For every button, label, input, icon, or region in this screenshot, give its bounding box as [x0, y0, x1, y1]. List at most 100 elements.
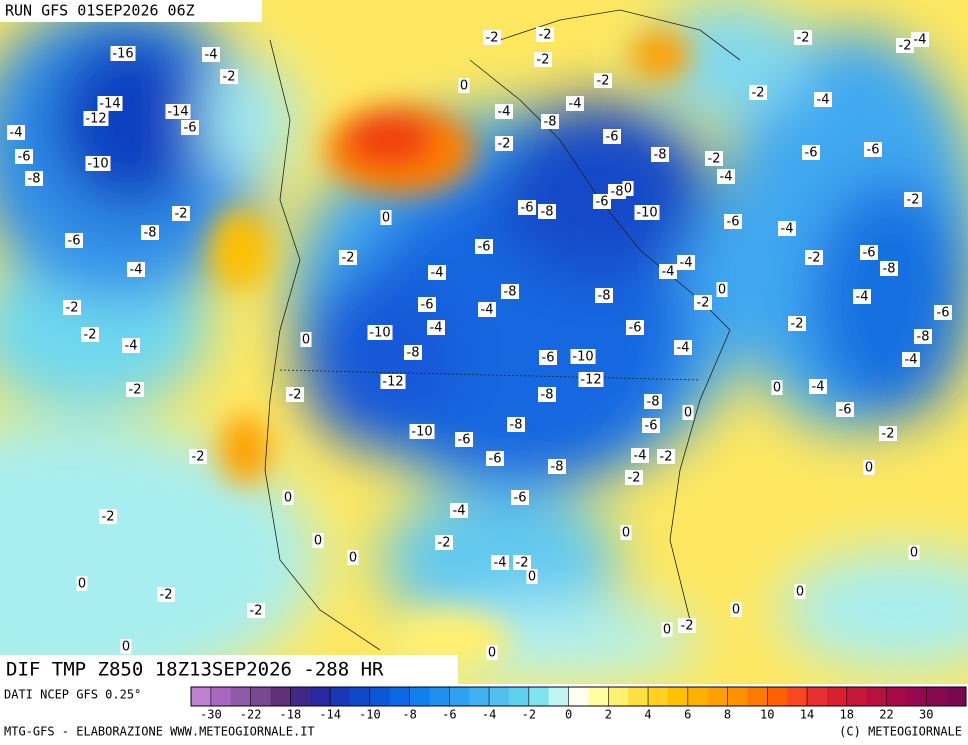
contour-label: -4	[430, 321, 443, 336]
contour-label-box	[682, 405, 694, 420]
contour-label: 0	[718, 283, 726, 298]
contour-label: -6	[596, 195, 609, 210]
colorbar-swatch	[687, 687, 708, 706]
contour-label: 0	[78, 577, 86, 592]
contour-label-box	[863, 460, 875, 475]
contour-label: -6	[521, 201, 534, 216]
contour-label-box	[642, 418, 660, 433]
contour-label-box	[593, 194, 611, 209]
colorbar-swatch	[210, 687, 232, 706]
contour-label-box	[427, 320, 445, 335]
contour-label: -4	[453, 504, 466, 519]
contour-label-box	[570, 349, 596, 364]
contour-label-box	[566, 96, 584, 111]
contour-label-box	[631, 448, 649, 463]
colorbar-swatch	[349, 687, 371, 706]
colorbar-swatch	[250, 687, 271, 706]
contour-label: -2	[791, 317, 804, 332]
colorbar-swatch	[429, 687, 450, 706]
colorbar-swatch	[767, 687, 788, 706]
colorbar-swatch	[866, 687, 887, 706]
colorbar-swatch	[906, 687, 927, 706]
contour-label: -6	[18, 150, 31, 165]
contour-label: -4	[498, 105, 511, 120]
contour-label: -8	[144, 226, 157, 241]
contour-label: 0	[624, 182, 632, 197]
contour-label-box	[312, 533, 324, 548]
colorbar-tick-label: 14	[800, 708, 814, 722]
colorbar-swatch	[747, 687, 768, 706]
colorbar-tick-label: 22	[879, 708, 893, 722]
contour-label-box	[539, 350, 557, 365]
contour-label-box	[794, 584, 806, 599]
colorbar-swatch	[369, 687, 391, 706]
contour-label: -6	[68, 234, 81, 249]
contour-label-box	[286, 387, 304, 402]
contour-label-box	[538, 204, 556, 219]
contour-label: -2	[498, 137, 511, 152]
contour-label: -8	[541, 205, 554, 220]
contour-label-box	[380, 210, 392, 225]
contour-label-box	[644, 394, 662, 409]
temperature-field	[0, 0, 968, 684]
contour-label-box	[282, 490, 294, 505]
colorbar-swatch	[727, 687, 748, 706]
contour-label: -2	[539, 28, 552, 43]
contour-label-box	[578, 372, 604, 387]
contour-label-box	[172, 206, 190, 221]
contour-label: -4	[914, 33, 927, 48]
contour-label: -6	[458, 433, 471, 448]
contour-label-box	[730, 602, 742, 617]
contour-label: -4	[817, 93, 830, 108]
contour-label-box	[548, 459, 566, 474]
contour-label-box	[809, 379, 827, 394]
contour-label: 0	[528, 570, 536, 585]
colorbar-swatch	[707, 687, 728, 706]
colorbar-swatch	[330, 687, 351, 706]
contour-label: -2	[175, 207, 188, 222]
contour-label: -4	[569, 97, 582, 112]
contour-label: -6	[606, 130, 619, 145]
colorbar-tick-label: -2	[522, 708, 536, 722]
data-source: DATI NCEP GFS 0.25°	[4, 688, 141, 702]
contour-label: -6	[478, 240, 491, 255]
colorbar-swatch	[667, 687, 689, 706]
colorbar-tick-label: 30	[919, 708, 933, 722]
contour-label: -2	[628, 471, 641, 486]
contour-label: -4	[205, 48, 218, 63]
contour-label: -8	[611, 185, 624, 200]
contour-label-box	[428, 265, 446, 280]
contour-label-box	[716, 282, 728, 297]
contour-label-box	[853, 289, 871, 304]
colorbar-tick-label: -30	[200, 708, 222, 722]
contour-label: -12	[382, 375, 403, 390]
colorbar-swatch	[946, 687, 967, 706]
contour-label-box	[65, 233, 83, 248]
contour-label-box	[495, 104, 513, 119]
contour-label-box	[814, 92, 832, 107]
contour-label-box	[622, 181, 634, 196]
contour-label-box	[657, 449, 675, 464]
contour-label-box	[220, 69, 238, 84]
colorbar: -30 -22 -18 -14 -10 -8 -6 -4 -2 0 2 4 6 8 10 14 18 22 30	[190, 686, 967, 722]
contour-label: -2	[223, 70, 236, 85]
contour-label-box	[864, 142, 882, 157]
contour-label-box	[661, 622, 673, 637]
contour-label-box	[651, 147, 669, 162]
contour-label: -6	[839, 403, 852, 418]
contour-label: 0	[122, 640, 130, 655]
contour-label: -2	[681, 619, 694, 634]
contour-label: -4	[431, 266, 444, 281]
contour-label-box	[478, 302, 496, 317]
contour-label: -6	[514, 491, 527, 506]
colorbar-swatch	[648, 687, 669, 706]
contour-label-box	[518, 200, 536, 215]
contour-label-box	[603, 129, 621, 144]
contour-label-box	[97, 96, 123, 111]
contour-label: -6	[727, 215, 740, 230]
contour-label: -2	[882, 427, 895, 442]
contour-label: -4	[905, 353, 918, 368]
contour-label: -2	[697, 296, 710, 311]
contour-label: -4	[10, 126, 23, 141]
